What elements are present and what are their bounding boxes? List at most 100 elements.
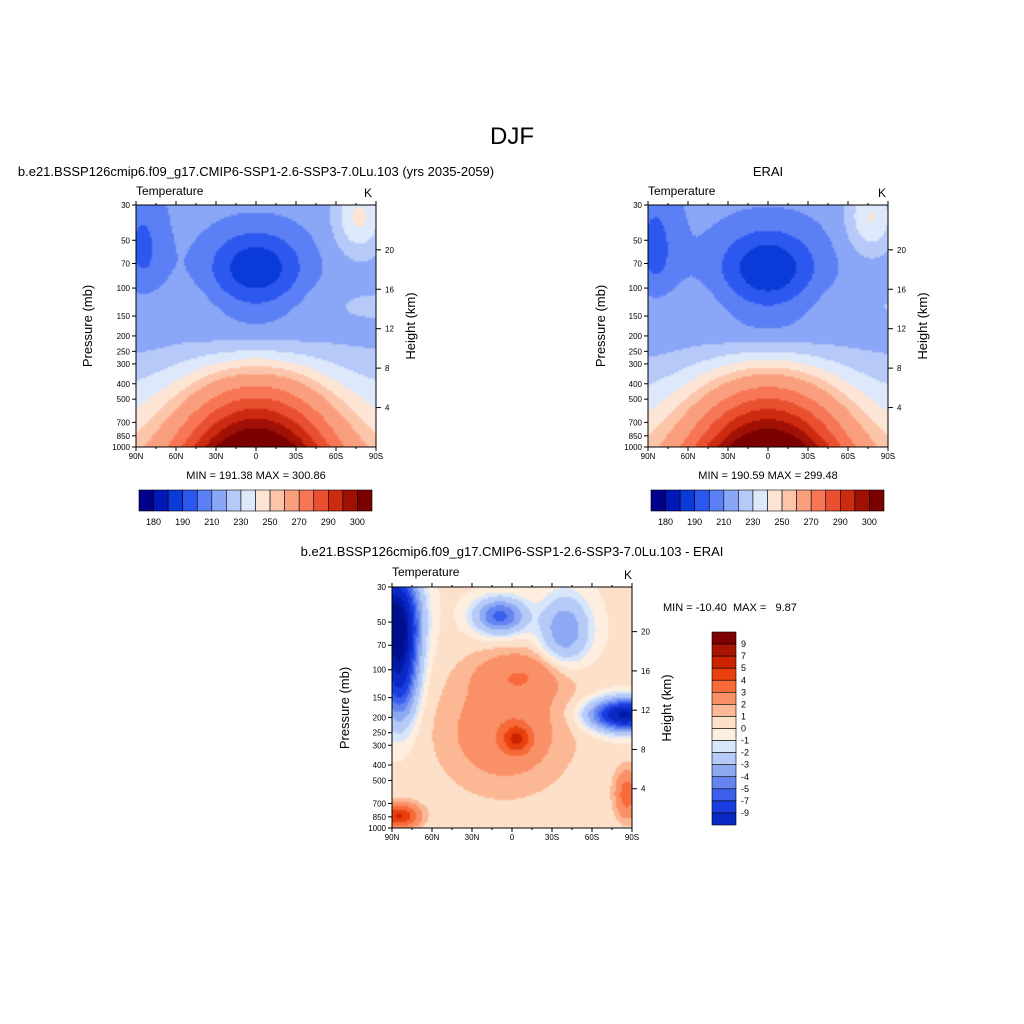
y-axis-label: Pressure (mb) — [337, 667, 352, 749]
height-tick-label: 16 — [385, 285, 394, 294]
pressure-tick-label: 30 — [121, 201, 130, 210]
units-label: K — [364, 186, 372, 200]
pressure-tick-label: 150 — [373, 694, 387, 703]
latitude-tick-label: 30N — [465, 833, 480, 842]
y-axis-right-label: Height (km) — [403, 292, 418, 359]
colorbar-label: 290 — [321, 517, 336, 527]
panel-header: b.e21.BSSP126cmip6.f09_g17.CMIP6-SSP1-2.… — [301, 544, 724, 559]
height-tick-label: 4 — [385, 404, 390, 413]
colorbar-swatch — [694, 489, 710, 512]
height-tick-label: 4 — [897, 404, 902, 413]
colorbar-swatch — [665, 489, 681, 512]
pressure-tick-label: 150 — [629, 312, 643, 321]
pressure-tick-label: 250 — [373, 729, 387, 738]
colorbar: 180 190 210 230 250 270 290 300 — [138, 489, 373, 527]
minmax-label: MIN = -10.40 MAX = 9.87 — [663, 602, 797, 614]
height-tick-label: 8 — [385, 364, 390, 373]
colorbar-label: 190 — [175, 517, 190, 527]
colorbar-swatch — [711, 667, 737, 681]
pressure-tick-label: 150 — [117, 312, 131, 321]
latitude-tick-label: 0 — [510, 833, 515, 842]
pressure-tick-label: 200 — [629, 332, 643, 341]
colorbar-swatch — [711, 788, 737, 802]
y-axis-right-label: Height (km) — [915, 292, 930, 359]
latitude-tick-label: 0 — [766, 452, 771, 461]
colorbar-swatch — [723, 489, 739, 512]
colorbar-swatch — [825, 489, 841, 512]
variable-label: Temperature — [392, 565, 460, 579]
colorbar-swatch — [711, 643, 737, 657]
contour-field — [648, 205, 888, 447]
colorbar-label: 180 — [146, 517, 161, 527]
main-title: DJF — [490, 123, 534, 150]
latitude-tick-label: 90N — [129, 452, 144, 461]
colorbar-label: 4 — [741, 675, 746, 685]
pressure-tick-label: 70 — [377, 641, 386, 650]
height-tick-label: 20 — [385, 246, 394, 255]
colorbar-swatch — [313, 489, 329, 512]
panel-erai: ERAI Temperature K MIN = 190.59 MAX = 29… — [593, 164, 930, 527]
colorbar-swatch — [711, 776, 737, 790]
colorbar-swatch — [138, 489, 154, 512]
colorbar-swatch — [153, 489, 169, 512]
pressure-tick-label: 400 — [373, 761, 387, 770]
height-tick-label: 12 — [385, 325, 394, 334]
latitude-tick-label: 60S — [841, 452, 855, 461]
colorbar-swatch — [708, 489, 725, 512]
colorbar-label: 230 — [745, 517, 760, 527]
pressure-tick-label: 300 — [117, 360, 131, 369]
pressure-tick-label: 1000 — [624, 443, 642, 452]
colorbar-swatch — [226, 489, 242, 512]
pressure-tick-label: 850 — [373, 813, 387, 822]
colorbar-label: 270 — [804, 517, 819, 527]
colorbar-swatch — [711, 692, 737, 705]
colorbar-swatch — [342, 489, 358, 512]
colorbar-swatch — [711, 740, 737, 753]
pressure-tick-label: 50 — [121, 236, 130, 245]
pressure-tick-label: 1000 — [112, 443, 130, 452]
colorbar-swatch — [182, 489, 198, 512]
colorbar-swatch — [284, 489, 300, 512]
pressure-tick-label: 700 — [373, 799, 387, 808]
colorbar-label: -2 — [741, 748, 749, 758]
height-tick-label: 16 — [897, 285, 906, 294]
plot-area: 305070100150200250300400500700850100090N… — [624, 201, 906, 461]
colorbar-label: -5 — [741, 784, 749, 794]
colorbar-swatch — [854, 489, 870, 512]
colorbar-label: 290 — [833, 517, 848, 527]
pressure-tick-label: 200 — [117, 332, 131, 341]
latitude-tick-label: 90N — [641, 452, 656, 461]
colorbar-label: 300 — [862, 517, 877, 527]
colorbar-swatch — [711, 728, 737, 741]
contour-field — [136, 205, 376, 447]
colorbar-swatch — [796, 489, 812, 512]
colorbar-swatch — [650, 489, 666, 512]
colorbar-label: 9 — [741, 639, 746, 649]
colorbar-label: 250 — [263, 517, 278, 527]
height-tick-label: 20 — [641, 628, 650, 637]
colorbar-swatch — [711, 812, 737, 826]
pressure-tick-label: 400 — [117, 380, 131, 389]
colorbar-swatch — [255, 489, 271, 512]
colorbar-swatch — [711, 631, 737, 645]
pressure-tick-label: 30 — [377, 583, 386, 592]
latitude-tick-label: 90S — [369, 452, 383, 461]
colorbar-label: -3 — [741, 760, 749, 770]
units-label: K — [878, 186, 886, 200]
pressure-tick-label: 70 — [633, 259, 642, 268]
height-tick-label: 8 — [897, 364, 902, 373]
colorbar-swatch — [679, 489, 695, 512]
plot-area: 305070100150200250300400500700850100090N… — [112, 201, 394, 461]
y-axis-label: Pressure (mb) — [593, 285, 608, 367]
pressure-tick-label: 500 — [117, 395, 131, 404]
pressure-tick-label: 70 — [121, 259, 130, 268]
colorbar-label: 190 — [687, 517, 702, 527]
latitude-tick-label: 0 — [254, 452, 259, 461]
panel-difference: b.e21.BSSP126cmip6.f09_g17.CMIP6-SSP1-2.… — [301, 544, 797, 842]
colorbar-swatch — [738, 489, 754, 512]
colorbar-swatch — [298, 489, 315, 512]
pressure-tick-label: 50 — [377, 618, 386, 627]
pressure-tick-label: 300 — [629, 360, 643, 369]
colorbar-label: 250 — [775, 517, 790, 527]
